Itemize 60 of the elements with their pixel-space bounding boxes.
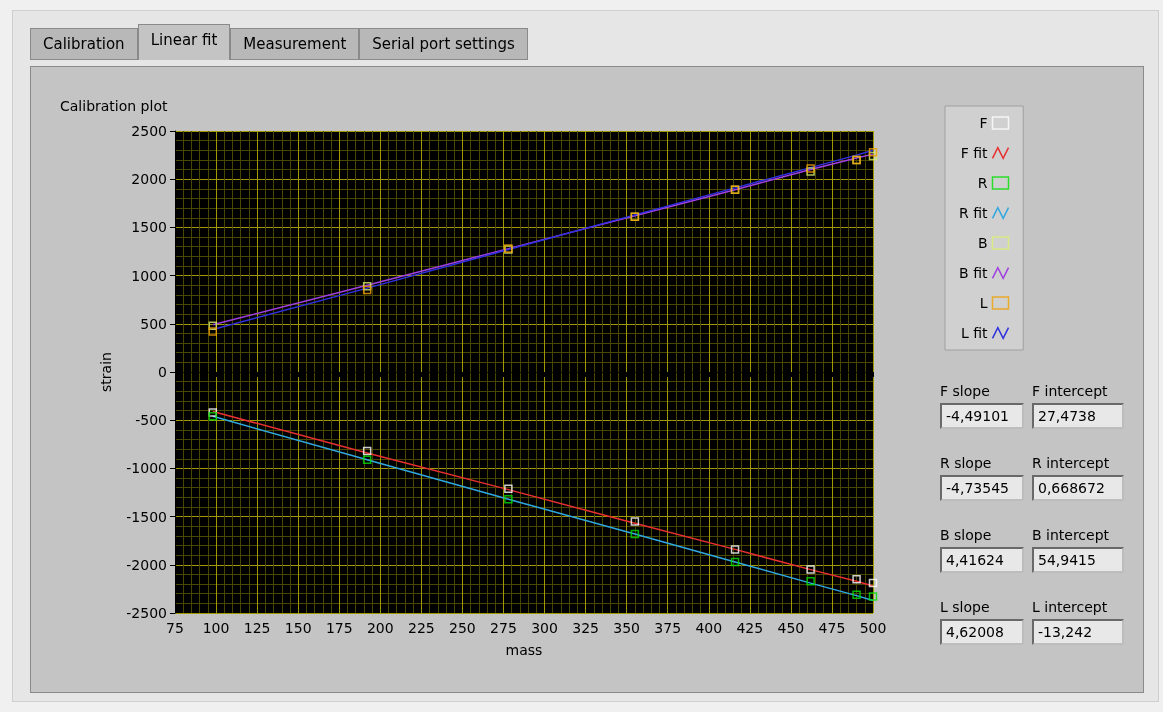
x-tick-label: 100 [202,620,230,636]
text: 54,9415 [1032,547,1124,573]
text: Linear fit [137,24,231,60]
text: L intercept [1032,599,1109,615]
x-tick-label: 125 [243,620,271,636]
x-tick-label: 175 [325,620,353,636]
y-tick-label: -2000 [126,556,167,573]
y-tick-label: 1500 [131,219,167,236]
text: -4,73545 [940,475,1024,501]
legend-label: L [979,295,988,311]
legend-label: R fit [958,205,988,221]
legend-label: F fit [960,145,988,161]
text: R intercept [1032,455,1111,471]
x-tick-label: 150 [284,620,312,636]
x-tick-label: 275 [490,620,517,636]
x-axis-title: mass [505,642,543,658]
x-tick-label: 425 [736,620,764,636]
x-tick-label: 350 [613,620,641,636]
chart-title: Calibration plot [60,98,168,114]
y-axis-title: strain [98,352,114,392]
x-tick-label: 250 [449,620,476,636]
text: R slope [940,455,993,471]
text: 27,4738 [1032,403,1124,429]
x-tick-label: 75 [166,620,184,636]
x-tick-label: 200 [366,620,394,636]
text: B slope [940,527,993,543]
text: F slope [940,383,991,399]
text: -13,242 [1032,619,1124,645]
y-tick-label: 2000 [131,171,167,188]
x-tick-label: 450 [777,620,805,636]
text: B intercept [1032,527,1111,543]
legend-label: R [977,175,988,191]
y-tick-label: -2500 [126,605,167,621]
text: Serial port settings [359,28,528,60]
text: 0,668672 [1032,475,1124,501]
x-tick-label: 225 [407,620,435,636]
legend-label: B fit [959,265,988,281]
text: 4,41624 [940,547,1024,573]
legend-label: B [977,235,988,251]
y-tick-label: -500 [135,412,167,429]
y-tick-label: 0 [158,364,167,380]
text: Calibration [30,28,138,60]
x-tick-label: 475 [818,620,846,636]
x-tick-label: 500 [859,620,887,636]
text: Measurement [230,28,360,60]
y-tick-label: 1000 [131,267,167,284]
x-tick-label: 300 [531,620,558,636]
y-tick-label: -1500 [126,508,167,525]
text: -4,49101 [940,403,1024,429]
text: L slope [940,599,991,615]
x-tick-label: 375 [654,620,682,636]
text: F intercept [1032,383,1109,399]
y-tick-label: 2500 [131,123,167,139]
y-tick-label: 500 [140,315,167,332]
legend-label: F [979,115,988,131]
legend-label: L fit [960,325,988,341]
text: 4,62008 [940,619,1024,645]
y-tick-label: -1000 [126,460,167,477]
x-tick-label: 325 [572,620,599,636]
x-tick-label: 400 [695,620,723,636]
